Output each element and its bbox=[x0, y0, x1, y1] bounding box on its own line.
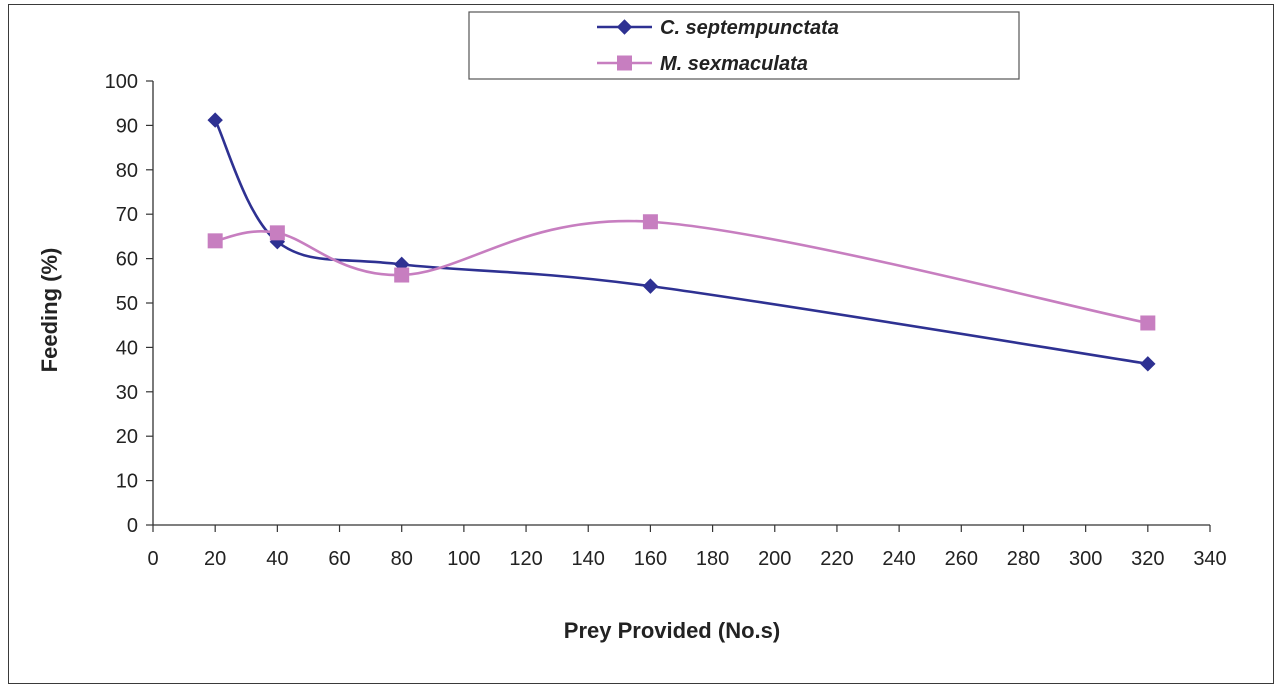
legend-item: M. sexmaculata bbox=[597, 53, 808, 75]
series-line bbox=[214, 219, 1149, 325]
x-tick-label: 0 bbox=[147, 548, 158, 570]
y-tick-label: 60 bbox=[116, 249, 138, 271]
x-tick-label: 180 bbox=[696, 548, 729, 570]
x-tick-label: 340 bbox=[1193, 548, 1226, 570]
legend-item: C. septempunctata bbox=[597, 17, 839, 39]
legend-label: M. sexmaculata bbox=[660, 53, 808, 75]
y-axis-title: Feeding (%) bbox=[37, 248, 62, 373]
y-tick-label: 0 bbox=[127, 515, 138, 537]
series-1 bbox=[207, 112, 1156, 372]
x-tick-label: 320 bbox=[1131, 548, 1164, 570]
y-tick-label: 40 bbox=[116, 337, 138, 359]
data-point bbox=[207, 233, 223, 249]
legend-marker bbox=[617, 55, 632, 71]
axes: 0 10 20 30 40 50 60 70 80 90 100 0 20 40 60 80 100 120 140… bbox=[105, 71, 1227, 570]
legend-marker bbox=[616, 19, 633, 35]
data-point bbox=[642, 214, 658, 230]
x-tick-label: 200 bbox=[758, 548, 791, 570]
x-tick-label: 60 bbox=[328, 548, 350, 570]
legend: C. septempunctata M. sexmaculata bbox=[468, 11, 1020, 80]
y-tick-label: 100 bbox=[105, 71, 138, 93]
y-tick-label: 90 bbox=[116, 115, 138, 137]
data-point bbox=[269, 225, 285, 241]
data-point bbox=[1140, 315, 1156, 331]
series-layer bbox=[207, 112, 1156, 372]
y-tick-label: 20 bbox=[116, 426, 138, 448]
line-chart: C. septempunctata M. sexmaculata 0 10 20 30 4… bbox=[37, 11, 1227, 643]
x-tick-label: 80 bbox=[391, 548, 413, 570]
y-tick-label: 10 bbox=[116, 471, 138, 493]
x-tick-label: 160 bbox=[634, 548, 667, 570]
y-tick-label: 70 bbox=[116, 204, 138, 226]
x-tick-label: 120 bbox=[509, 548, 542, 570]
data-point bbox=[642, 278, 659, 294]
y-tick-label: 30 bbox=[116, 382, 138, 404]
x-tick-label: 140 bbox=[572, 548, 605, 570]
x-tick-label: 240 bbox=[882, 548, 915, 570]
series-2 bbox=[207, 214, 1156, 331]
x-tick-label: 40 bbox=[266, 548, 288, 570]
data-point bbox=[1140, 356, 1156, 372]
y-tick-label: 80 bbox=[116, 160, 138, 182]
x-tick-label: 220 bbox=[820, 548, 853, 570]
y-tick-label: 50 bbox=[116, 293, 138, 315]
x-tick-label: 20 bbox=[204, 548, 226, 570]
series-line bbox=[214, 119, 1149, 366]
x-tick-label: 260 bbox=[945, 548, 978, 570]
x-tick-label: 300 bbox=[1069, 548, 1102, 570]
x-axis-title: Prey Provided (No.s) bbox=[564, 618, 780, 643]
legend-label: C. septempunctata bbox=[660, 17, 839, 39]
x-tick-label: 280 bbox=[1007, 548, 1040, 570]
data-point bbox=[207, 112, 223, 128]
x-tick-label: 100 bbox=[447, 548, 480, 570]
legend-box bbox=[468, 11, 1020, 80]
data-point bbox=[394, 267, 410, 283]
